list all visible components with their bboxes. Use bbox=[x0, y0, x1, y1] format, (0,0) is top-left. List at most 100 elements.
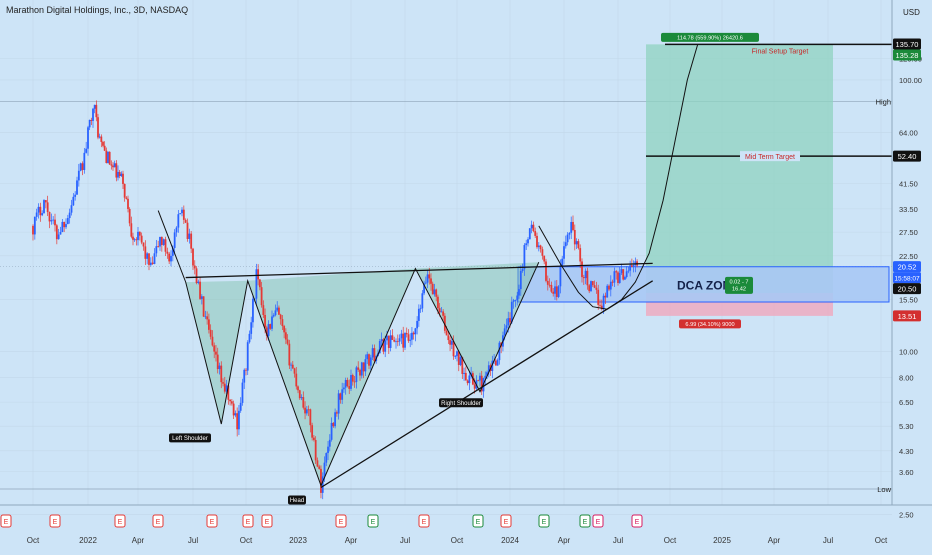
candle-body bbox=[440, 311, 443, 313]
earnings-marker[interactable] bbox=[206, 514, 218, 528]
y-tick-label: 33.50 bbox=[899, 205, 918, 214]
candle-body bbox=[100, 136, 103, 142]
candle-body bbox=[123, 183, 126, 198]
candle-body bbox=[625, 271, 628, 278]
candle-body bbox=[316, 460, 319, 467]
candle-body bbox=[618, 273, 621, 283]
candle-body bbox=[424, 282, 427, 284]
candle-body bbox=[52, 219, 55, 221]
candle-body bbox=[630, 265, 633, 268]
earnings-marker[interactable] bbox=[0, 514, 12, 528]
earnings-marker[interactable] bbox=[335, 514, 347, 528]
candle-body bbox=[548, 284, 551, 286]
candle-body bbox=[138, 231, 141, 236]
candle-body bbox=[57, 234, 60, 240]
earnings-marker[interactable] bbox=[592, 514, 604, 528]
earnings-marker[interactable] bbox=[367, 514, 379, 528]
earnings-marker[interactable] bbox=[114, 514, 126, 528]
candle-body bbox=[443, 315, 446, 331]
candle-body bbox=[243, 369, 246, 383]
earnings-marker[interactable] bbox=[500, 514, 512, 528]
rising-trendline[interactable] bbox=[320, 280, 654, 489]
candle-body bbox=[382, 339, 385, 352]
candle-body bbox=[466, 380, 469, 384]
price-badge-bg bbox=[893, 150, 921, 162]
neckline[interactable] bbox=[185, 262, 653, 279]
candle-body bbox=[195, 268, 198, 284]
candle-body bbox=[323, 462, 326, 477]
candle-body bbox=[59, 231, 62, 235]
candle-body bbox=[105, 150, 108, 164]
candle-body bbox=[577, 241, 580, 249]
loss-label: 6.99 (34.10%) 9000 bbox=[685, 322, 734, 328]
candle-body bbox=[55, 225, 58, 240]
candle-body bbox=[503, 328, 506, 336]
head-label-bg bbox=[288, 495, 306, 505]
candle-body bbox=[229, 399, 231, 402]
candle-body bbox=[532, 224, 535, 232]
candle-body bbox=[220, 365, 223, 383]
candle-body bbox=[222, 382, 224, 384]
candle-body bbox=[288, 343, 291, 366]
candle-body bbox=[236, 413, 239, 430]
candle-body bbox=[519, 270, 522, 290]
candle-body bbox=[37, 206, 40, 213]
candle-body bbox=[629, 265, 632, 271]
candle-body bbox=[122, 173, 124, 184]
earnings-marker-letter: E bbox=[4, 519, 9, 526]
earnings-marker[interactable] bbox=[472, 514, 484, 528]
candle-body bbox=[173, 232, 176, 248]
candle-body bbox=[108, 151, 111, 165]
candle-body bbox=[33, 216, 36, 235]
earnings-marker[interactable] bbox=[49, 514, 61, 528]
earnings-marker[interactable] bbox=[631, 514, 643, 528]
candle-body bbox=[359, 369, 361, 376]
candle-body bbox=[146, 253, 149, 259]
candle-body bbox=[304, 407, 306, 414]
candle-body bbox=[188, 233, 191, 239]
candle-body bbox=[343, 387, 345, 390]
y-tick-label: 10.00 bbox=[899, 347, 918, 356]
candle-body bbox=[300, 397, 303, 399]
time-axis-ticks[interactable]: Oct 2022 Apr Jul Oct 2023 Apr Jul Oct 2024 Apr Jul O… bbox=[27, 536, 888, 545]
candle-body bbox=[170, 255, 172, 262]
candle-body bbox=[419, 308, 422, 310]
earnings-marker[interactable] bbox=[242, 514, 254, 528]
candle-body bbox=[278, 307, 280, 315]
candle-body bbox=[41, 213, 44, 216]
candle-body bbox=[293, 368, 296, 374]
candle-body bbox=[227, 385, 230, 400]
candle-body bbox=[554, 286, 556, 294]
candle-body bbox=[477, 380, 480, 382]
candle-body bbox=[622, 269, 625, 280]
price-axis[interactable] bbox=[892, 0, 932, 505]
earnings-marker[interactable] bbox=[538, 514, 550, 528]
candle-body bbox=[523, 245, 526, 270]
candle-body bbox=[597, 289, 600, 305]
x-tick-label: 2023 bbox=[289, 536, 307, 545]
earnings-marker[interactable] bbox=[261, 514, 273, 528]
earnings-marker[interactable] bbox=[579, 514, 591, 528]
x-tick-label: 2024 bbox=[501, 536, 519, 545]
candle-body bbox=[252, 298, 254, 323]
x-tick-label: Jul bbox=[400, 536, 410, 545]
candle-body bbox=[151, 262, 154, 264]
candle-body bbox=[389, 335, 392, 348]
candle-body bbox=[267, 324, 270, 337]
candle-body bbox=[113, 163, 116, 168]
price-badge-bg bbox=[893, 38, 921, 50]
earnings-marker[interactable] bbox=[152, 514, 164, 528]
candle-body bbox=[509, 318, 511, 323]
candle-body bbox=[239, 402, 242, 411]
candle-body bbox=[496, 360, 499, 366]
earnings-marker[interactable] bbox=[418, 514, 430, 528]
candle-body bbox=[298, 390, 301, 399]
candle-body bbox=[606, 285, 609, 298]
candle-body bbox=[46, 202, 49, 212]
candle-body bbox=[257, 269, 260, 280]
candle-body bbox=[555, 286, 558, 297]
candle-body bbox=[435, 289, 438, 297]
candle-body bbox=[613, 271, 616, 283]
candle-body bbox=[341, 389, 344, 400]
